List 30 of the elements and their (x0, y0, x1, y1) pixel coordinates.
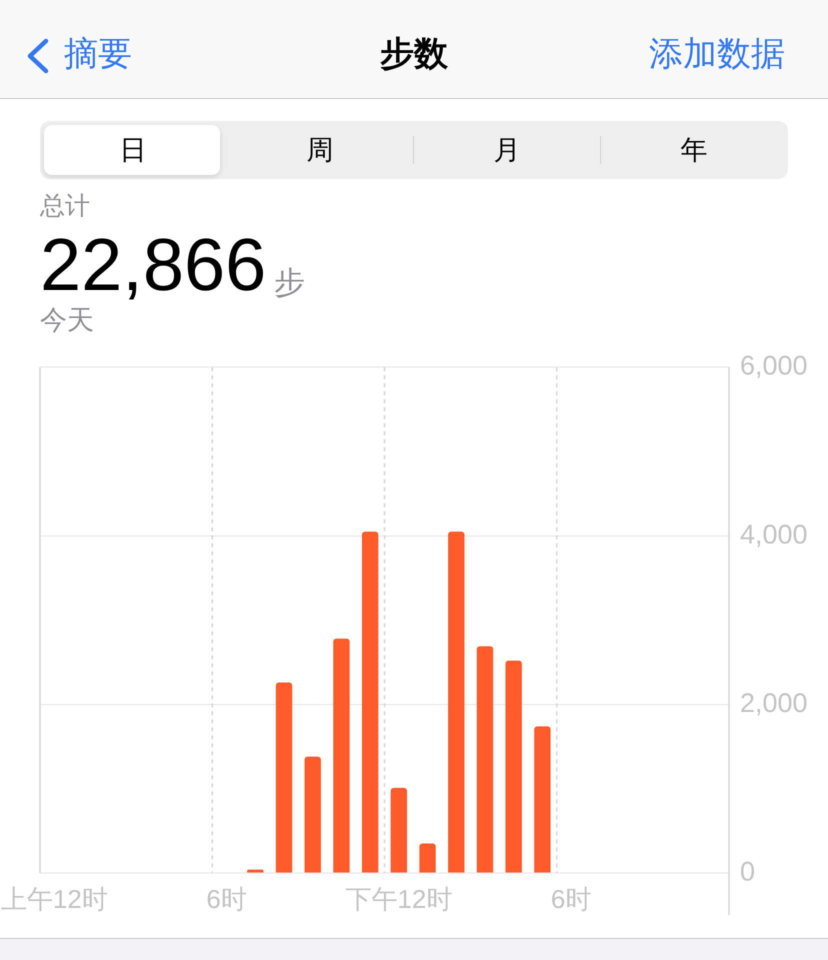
text: 22,866 (40, 223, 266, 306)
x-tick-label: 上午12时 (0, 884, 108, 914)
text: 月 (494, 135, 520, 165)
bar (419, 843, 436, 872)
x-tick-label: 6时 (206, 884, 247, 914)
text: 年 (680, 135, 708, 165)
bar (362, 532, 378, 872)
text: 今天 (40, 305, 94, 335)
text: 周 (306, 135, 334, 165)
y-tick-label: 0 (740, 856, 756, 886)
text: 摘要 (64, 35, 132, 73)
text: 总计 (40, 192, 90, 220)
x-tick-label: 下午12时 (345, 884, 452, 914)
y-tick-label: 4,000 (740, 519, 808, 550)
bar (506, 660, 522, 872)
bar (476, 646, 494, 872)
bar (390, 788, 408, 872)
x-tick-label: 6时 (550, 884, 592, 914)
bar (304, 756, 321, 872)
chart-title: 步数 (380, 35, 448, 73)
bar (276, 682, 292, 872)
bar (333, 638, 350, 872)
text: 步 (274, 265, 305, 300)
text: 日 (120, 135, 146, 165)
bar (534, 726, 551, 872)
y-tick-label: 2,000 (740, 688, 808, 718)
bar (448, 532, 464, 872)
y-tick-label: 6,000 (740, 350, 808, 381)
text: 添加数据 (649, 35, 785, 73)
bar (247, 870, 264, 872)
